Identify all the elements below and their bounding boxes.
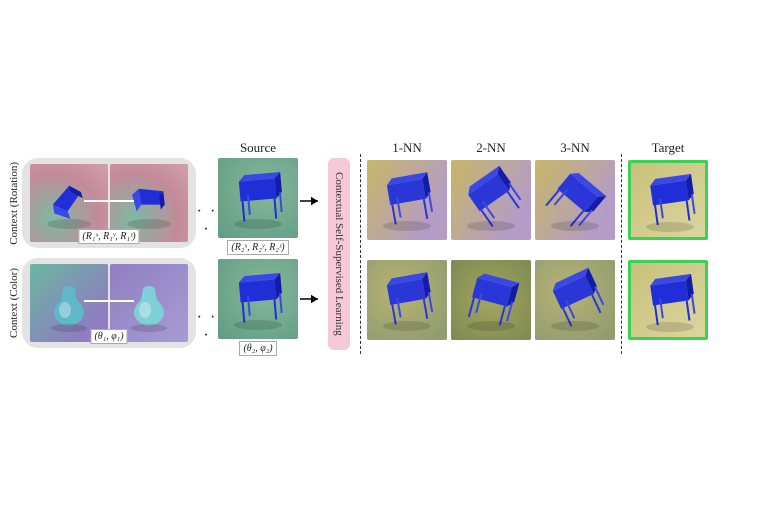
nn-grid: 1-NN 2-NN 3-NN bbox=[367, 140, 615, 340]
color-side-label-text: Context (Color) bbox=[8, 268, 20, 338]
context-column: Context (Rotation) bbox=[6, 140, 196, 358]
ellipsis-1: · · · bbox=[196, 203, 218, 239]
nn2-header: 2-NN bbox=[451, 140, 531, 158]
rotation-context-box: (R₁ˣ, R₁ʸ, R₁ᶻ) bbox=[22, 158, 196, 248]
color-param-label-1: (θ₁, φ₁) bbox=[90, 329, 127, 344]
rotation-side-label: Context (Rotation) bbox=[6, 162, 22, 245]
arrow-right-icon bbox=[298, 294, 324, 304]
nn1-header: 1-NN bbox=[367, 140, 447, 158]
rotation-side-label-text: Context (Rotation) bbox=[8, 162, 20, 245]
arrow-right-icon bbox=[298, 196, 324, 206]
separator-1 bbox=[360, 154, 361, 354]
nn3-header: 3-NN bbox=[535, 140, 615, 158]
source-column: Source (R₂ˣ, R₂ʸ, R₂ᶻ) bbox=[218, 140, 298, 356]
nn-row-rotation bbox=[367, 160, 615, 240]
nn-tile bbox=[535, 160, 615, 240]
target-tile-rotation bbox=[628, 160, 708, 240]
color-context-box: (θ₁, φ₁) bbox=[22, 258, 196, 348]
ellipsis-2: · · · bbox=[196, 309, 218, 345]
rotation-param-label-1: (R₁ˣ, R₁ʸ, R₁ᶻ) bbox=[78, 229, 139, 244]
cssl-box: Contextual Self-Supervised Learning bbox=[328, 158, 350, 350]
nn-tile bbox=[451, 160, 531, 240]
source-header: Source bbox=[240, 140, 276, 158]
table-icon bbox=[631, 263, 708, 340]
cssl-label: Contextual Self-Supervised Learning bbox=[333, 172, 345, 336]
target-column: Target bbox=[628, 140, 708, 340]
table-icon bbox=[631, 163, 708, 240]
color-side-label: Context (Color) bbox=[6, 268, 22, 338]
source-tile-color bbox=[218, 259, 298, 339]
table-icon bbox=[218, 158, 298, 238]
target-tile-color bbox=[628, 260, 708, 340]
source-tile-rotation bbox=[218, 158, 298, 238]
nn-tile bbox=[367, 260, 447, 340]
target-header: Target bbox=[628, 140, 708, 158]
arrow-column bbox=[298, 158, 324, 304]
nn-tile bbox=[451, 260, 531, 340]
figure-root: Context (Rotation) bbox=[6, 140, 764, 358]
table-icon bbox=[218, 259, 298, 339]
nn-tile bbox=[367, 160, 447, 240]
nn-tile bbox=[535, 260, 615, 340]
color-param-label-2: (θ₂, φ₂) bbox=[239, 341, 276, 356]
nn-row-color bbox=[367, 260, 615, 340]
ellipsis-column: · · · · · · bbox=[196, 158, 218, 345]
separator-2 bbox=[621, 154, 622, 354]
rotation-param-label-2: (R₂ˣ, R₂ʸ, R₂ᶻ) bbox=[227, 240, 288, 255]
